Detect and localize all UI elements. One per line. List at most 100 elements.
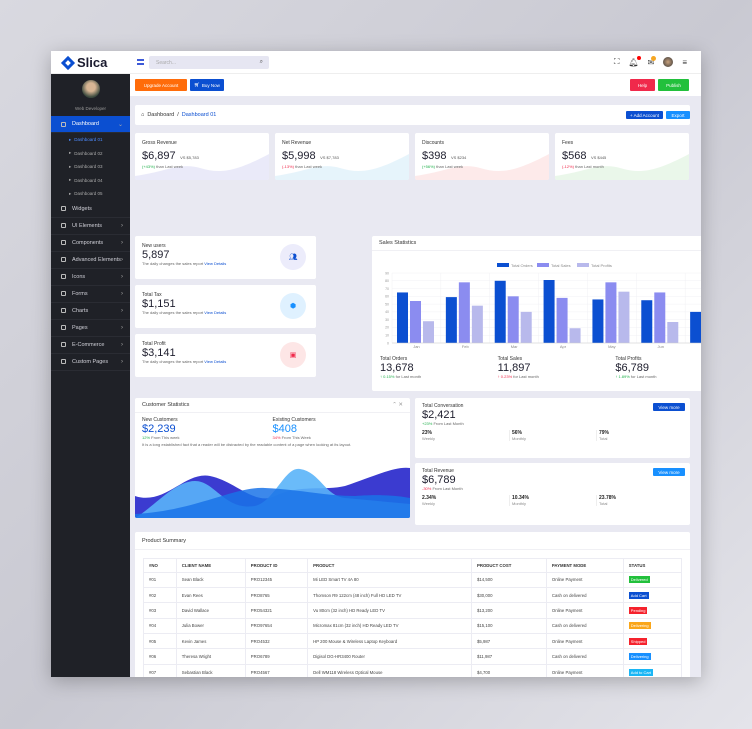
bar-total-sales bbox=[556, 297, 568, 343]
table-cell: Mi LED Smart TV 4A 80 bbox=[307, 571, 472, 588]
stat-value: $568 bbox=[562, 150, 587, 162]
bar-total-sales bbox=[654, 292, 666, 343]
bar-total-orders bbox=[543, 280, 555, 343]
menu-icon bbox=[61, 291, 66, 296]
breadcrumb-home[interactable]: Dashboard bbox=[147, 112, 175, 118]
bar-total-sales bbox=[458, 282, 470, 343]
sales-total: Total Profits $6,789 ↑ 1.89% for Last mont… bbox=[615, 356, 657, 379]
profile-avatar[interactable] bbox=[81, 80, 100, 98]
stat-title: Fees bbox=[562, 140, 574, 146]
sidebar-item-dashboard[interactable]: Dashboard ⌄ bbox=[51, 116, 130, 133]
x-tick-label: Jan bbox=[413, 344, 419, 349]
sidebar-item-charts[interactable]: Charts › bbox=[51, 303, 130, 320]
breadcrumb-current: Dashboard 01 bbox=[181, 112, 217, 118]
help-button[interactable]: Help bbox=[630, 79, 655, 91]
sidebar-subitem[interactable]: ▸ Dashboard 01 bbox=[69, 136, 103, 143]
stat-value: $6,897 bbox=[142, 150, 176, 162]
view-details-link[interactable]: View Details bbox=[204, 261, 227, 266]
column-header: #NO bbox=[143, 558, 177, 573]
mini-value: $1,151 bbox=[142, 298, 176, 310]
sparkline bbox=[415, 154, 549, 180]
logo[interactable]: Slica bbox=[60, 55, 107, 70]
table-cell: $4,700 bbox=[470, 663, 547, 677]
view-details-link[interactable]: View Details bbox=[204, 310, 227, 315]
mini-stat-card: New users 5,897 The daily changes the sal… bbox=[135, 236, 316, 279]
breadcrumb: ⌂ Dashboard / Dashboard 01 + Add Account… bbox=[135, 105, 690, 125]
table-cell: $15,100 bbox=[470, 617, 547, 635]
y-tick-label: 10 bbox=[385, 334, 389, 338]
table-row[interactable]: #01 Sean Black PRO12345 Mi LED Smart TV 4A … bbox=[143, 571, 683, 588]
bar-total-orders bbox=[641, 300, 653, 343]
table-cell: $5,987 bbox=[470, 633, 547, 650]
bar-total-sales bbox=[410, 301, 421, 343]
upgrade-account-button[interactable]: Upgrade Account bbox=[135, 79, 187, 91]
y-tick-label: 30 bbox=[385, 318, 389, 322]
sidebar-subitem[interactable]: ▸ Dashboard 02 bbox=[69, 150, 103, 156]
sidebar-subitem[interactable]: ▸ Dashboard 04 bbox=[69, 177, 103, 183]
publish-button[interactable]: Publish bbox=[658, 79, 689, 91]
sidebar-item-icons[interactable]: Icons › bbox=[51, 269, 130, 286]
column-header: PAYMENT MODE bbox=[545, 558, 624, 573]
column-header: STATUS bbox=[622, 558, 683, 573]
product-summary-card: Product Summary #NO CLIENT NAME PRODUCT ID… bbox=[135, 532, 690, 677]
avatar[interactable] bbox=[663, 57, 674, 67]
bar-total-orders bbox=[397, 292, 408, 343]
mini-title: Total Tax bbox=[142, 292, 162, 298]
mail-icon[interactable]: ✉ bbox=[647, 55, 657, 67]
table-row[interactable]: #06 Theresa Wright PRO6789 Digisol DG-HR340… bbox=[143, 648, 683, 665]
more-menu-icon[interactable]: ≡ bbox=[682, 57, 687, 67]
table-cell: Sebastian Black bbox=[175, 663, 246, 677]
search-icon[interactable]: ⌕ bbox=[259, 59, 263, 65]
bell-icon[interactable]: 🔔︎ bbox=[628, 55, 641, 67]
add-account-button[interactable]: + Add Account bbox=[626, 111, 663, 119]
chevron-right-icon: › bbox=[121, 290, 123, 297]
legend-swatch bbox=[497, 263, 509, 267]
home-icon: ⌂ bbox=[141, 112, 145, 118]
view-details-link[interactable]: View Details bbox=[204, 359, 227, 364]
mini-value: $3,141 bbox=[142, 347, 176, 359]
legend-label: Total Sales bbox=[551, 263, 571, 268]
menu-toggle-icon[interactable] bbox=[137, 59, 144, 65]
search-input[interactable]: Search... ⌕ bbox=[149, 56, 269, 69]
sidebar-subitem[interactable]: ▸ Dashboard 05 bbox=[69, 190, 103, 197]
status-badge: Add Cart bbox=[628, 591, 649, 599]
sidebar-item-forms[interactable]: Forms › bbox=[51, 286, 130, 303]
y-tick-label: 70 bbox=[385, 287, 389, 291]
sidebar-item-e-commerce[interactable]: E-Commerce › bbox=[51, 337, 130, 354]
table-cell: Digisol DG-HR3400 Router bbox=[307, 648, 472, 665]
y-tick-label: 80 bbox=[385, 279, 389, 283]
fullscreen-icon[interactable]: ⛶ bbox=[613, 57, 620, 66]
bar-total-profits bbox=[667, 322, 679, 343]
x-tick-label: Feb bbox=[462, 344, 470, 349]
bar-total-profits bbox=[569, 328, 581, 343]
column-header: CLIENT NAME bbox=[175, 558, 246, 573]
chevron-right-icon: › bbox=[121, 222, 123, 229]
table-cell: Online Payment bbox=[545, 663, 624, 677]
table-row[interactable]: #05 Kevin James PRO4532 HP 200 Mouse & Wire… bbox=[143, 633, 683, 650]
table-cell: Micromax 81cm (32 inch) HD Ready LED TV bbox=[307, 617, 472, 635]
sidebar-item-custom-pages[interactable]: Custom Pages › bbox=[51, 354, 130, 371]
column-header: PRODUCT bbox=[307, 558, 472, 573]
menu-icon bbox=[61, 342, 66, 347]
table-row[interactable]: #02 Evan Rees PRO8765 Thomson R9 122cm (48 … bbox=[143, 586, 683, 604]
table-row[interactable]: #04 Julia Bower PRO97654 Micromax 81cm (32 … bbox=[143, 617, 683, 635]
sidebar-subitem[interactable]: ▸ Dashboard 03 bbox=[69, 163, 103, 170]
collapse-close-icons[interactable]: ⌃ ✕ bbox=[392, 402, 403, 408]
chevron-right-icon: › bbox=[121, 324, 123, 331]
existing-customers-value: $408 bbox=[272, 423, 297, 435]
export-button[interactable]: Export bbox=[666, 111, 690, 119]
sidebar-item-ui-elements[interactable]: UI Elements › bbox=[51, 218, 130, 235]
table-row[interactable]: #03 David Wallace PRO54321 Vu 80cm (32 inch… bbox=[143, 602, 683, 619]
buy-now-button[interactable]: 🛒︎ Buy Now bbox=[190, 79, 224, 91]
sidebar-item-pages[interactable]: Pages › bbox=[51, 320, 130, 337]
table-cell: #05 bbox=[143, 633, 177, 650]
table-cell: Theresa Wright bbox=[175, 648, 246, 665]
sidebar-item-widgets[interactable]: Widgets bbox=[51, 201, 130, 218]
view-more-button[interactable]: View more bbox=[653, 403, 685, 411]
table-cell: Sean Black bbox=[175, 571, 246, 588]
card-title: Product Summary bbox=[142, 537, 187, 544]
view-more-button[interactable]: View more bbox=[653, 468, 685, 476]
sidebar-item-advanced-elements[interactable]: Advanced Elements › bbox=[51, 252, 130, 269]
table-row[interactable]: #07 Sebastian Black PRO4567 Dell WM118 Wire… bbox=[143, 663, 683, 677]
sidebar-item-components[interactable]: Components › bbox=[51, 235, 130, 252]
